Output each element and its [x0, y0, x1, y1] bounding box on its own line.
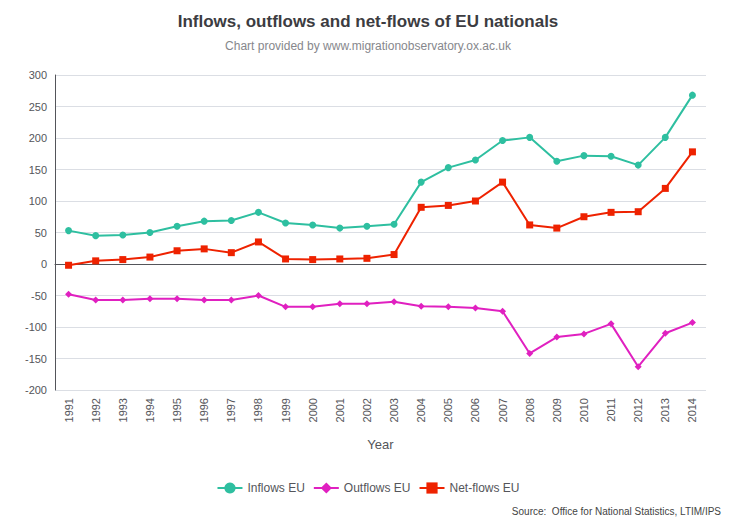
svg-text:200: 200	[29, 132, 47, 144]
svg-text:2010: 2010	[578, 398, 590, 422]
svg-text:2012: 2012	[632, 398, 644, 422]
svg-text:2006: 2006	[469, 398, 481, 422]
svg-text:1993: 1993	[117, 398, 129, 422]
svg-text:150: 150	[29, 164, 47, 176]
svg-text:1997: 1997	[225, 398, 237, 422]
svg-text:2008: 2008	[524, 398, 536, 422]
svg-text:2004: 2004	[415, 398, 427, 422]
svg-text:Outflows EU: Outflows EU	[344, 481, 411, 495]
svg-text:2000: 2000	[307, 398, 319, 422]
svg-text:250: 250	[29, 101, 47, 113]
svg-text:1996: 1996	[198, 398, 210, 422]
svg-text:1995: 1995	[171, 398, 183, 422]
svg-text:-200: -200	[25, 384, 47, 396]
svg-text:-100: -100	[25, 321, 47, 333]
svg-text:Inflows, outflows and net-flow: Inflows, outflows and net-flows of EU na…	[178, 12, 559, 31]
svg-text:2005: 2005	[442, 398, 454, 422]
svg-text:0: 0	[41, 258, 47, 270]
svg-text:2011: 2011	[605, 398, 617, 422]
svg-text:-150: -150	[25, 353, 47, 365]
svg-text:Chart provided by www.migratio: Chart provided by www.migrationobservato…	[225, 39, 512, 53]
svg-text:Inflows EU: Inflows EU	[247, 481, 304, 495]
svg-text:300: 300	[29, 69, 47, 81]
svg-text:100: 100	[29, 195, 47, 207]
svg-text:2001: 2001	[334, 398, 346, 422]
svg-text:2007: 2007	[497, 398, 509, 422]
svg-text:2003: 2003	[388, 398, 400, 422]
svg-text:1998: 1998	[252, 398, 264, 422]
svg-text:2009: 2009	[551, 398, 563, 422]
svg-text:Year: Year	[367, 437, 394, 452]
svg-text:50: 50	[35, 227, 47, 239]
svg-text:1994: 1994	[144, 398, 156, 422]
svg-text:-50: -50	[31, 290, 47, 302]
svg-text:1992: 1992	[90, 398, 102, 422]
svg-text:2002: 2002	[361, 398, 373, 422]
svg-text:1999: 1999	[280, 398, 292, 422]
svg-text:2014: 2014	[686, 398, 698, 422]
svg-text:1991: 1991	[63, 398, 75, 422]
svg-text:Net-flows EU: Net-flows EU	[450, 481, 520, 495]
svg-text:Source: Office for National S: Source: Office for National Statistics, …	[512, 506, 721, 517]
svg-text:2013: 2013	[659, 398, 671, 422]
